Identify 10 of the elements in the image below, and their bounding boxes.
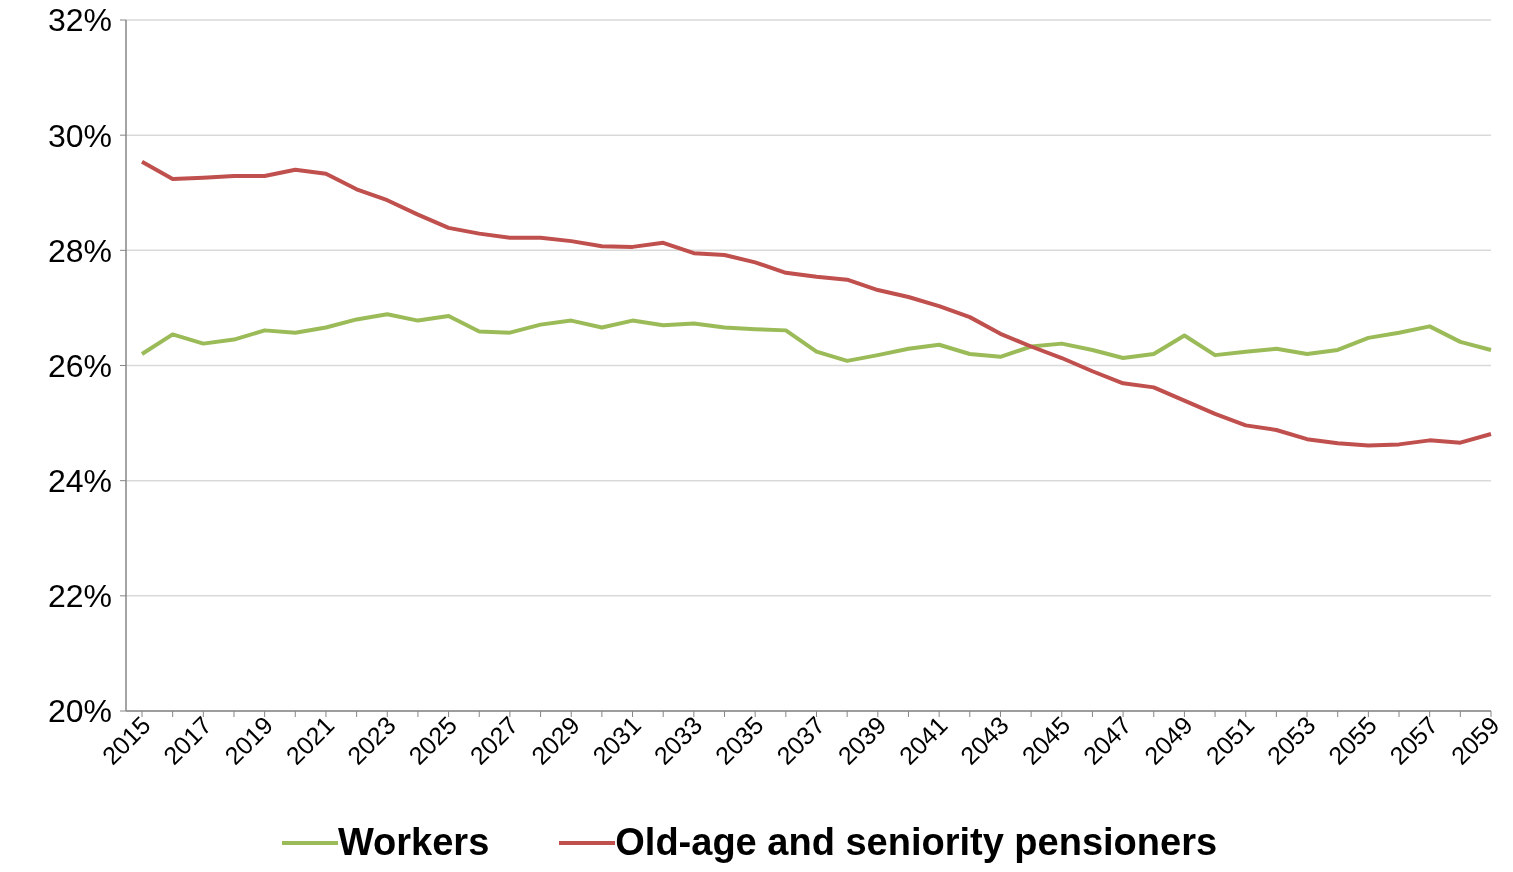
y-tick-label: 24% xyxy=(47,463,112,500)
legend-label: Old-age and seniority pensioners xyxy=(615,821,1218,864)
line-series xyxy=(140,312,1493,363)
y-tick-label: 28% xyxy=(47,232,112,269)
y-tick-label: 30% xyxy=(47,117,112,154)
y-tick-label: 26% xyxy=(47,347,112,384)
y-tick-label: 32% xyxy=(47,2,112,39)
line-series xyxy=(140,159,1493,448)
legend-label: Workers xyxy=(337,821,490,864)
y-tick-label: 22% xyxy=(47,578,112,615)
